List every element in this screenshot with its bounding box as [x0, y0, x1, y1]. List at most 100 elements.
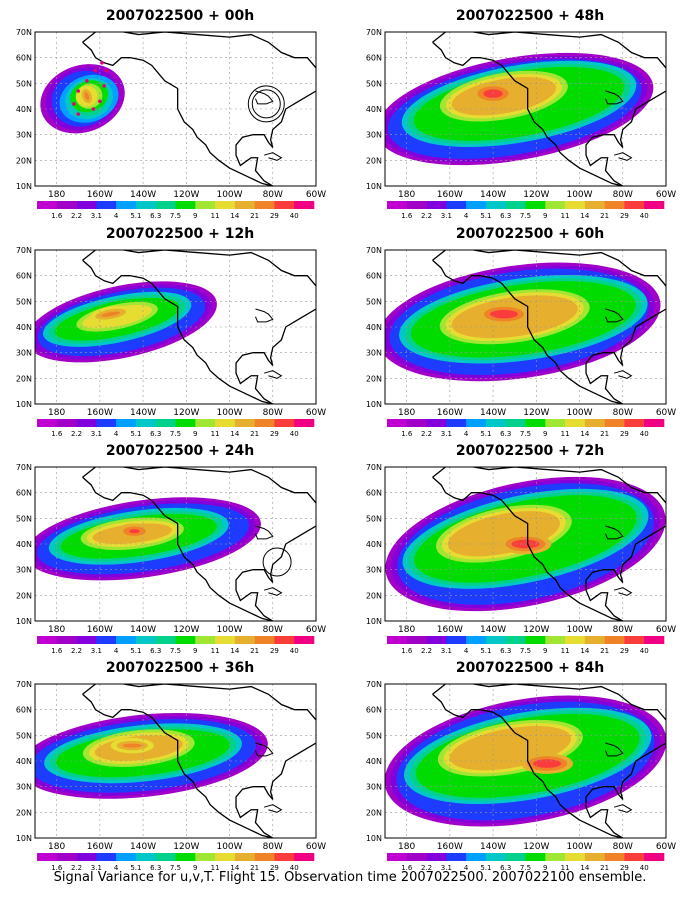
lat-tick-label: 40N — [16, 323, 32, 332]
observation-region-circle — [247, 85, 285, 123]
colorbar-label: 14 — [230, 647, 239, 655]
lat-tick-label: 50N — [366, 297, 382, 306]
colorbar-label: 29 — [620, 212, 629, 220]
colorbar-label: 3.1 — [441, 864, 452, 872]
colorbar-swatch — [426, 419, 447, 427]
lat-tick-label: 50N — [16, 514, 32, 523]
colorbar-label: 7.5 — [170, 647, 181, 655]
colorbar-swatch — [545, 853, 566, 861]
map-frame — [384, 683, 667, 839]
coastlines — [432, 684, 666, 838]
colorbar-label: 5.1 — [480, 864, 491, 872]
colorbar-swatch — [116, 853, 137, 861]
colorbar-label: 4 — [464, 430, 469, 438]
map-panel: 2007022500 + 00h 70N 60N 50N 40N 30N 20N 10N 180… — [10, 8, 350, 228]
map-panel: 2007022500 + 72h 70N 60N 50N 40N 30N 20N 10N 180… — [360, 443, 700, 663]
colorbar-swatch — [294, 419, 315, 427]
colorbar-swatch — [96, 419, 117, 427]
colorbar-label: 40 — [640, 212, 649, 220]
colorbar-swatch — [234, 636, 255, 644]
colorbar-swatch — [56, 201, 77, 209]
colorbar-swatch — [604, 636, 625, 644]
colorbar-label: 2.2 — [421, 212, 432, 220]
lat-tick-label: 20N — [366, 808, 382, 817]
lon-tick-label: 120W — [523, 842, 549, 852]
lat-tick-label: 20N — [16, 156, 32, 165]
lat-tick-label: 40N — [366, 105, 382, 114]
colorbar-label: 4 — [114, 430, 119, 438]
lon-tick-label: 120W — [173, 190, 199, 200]
colorbar-label: 40 — [640, 864, 649, 872]
colorbar-swatch — [466, 201, 487, 209]
lat-tick-label: 10N — [16, 834, 32, 843]
lat-tick-label: 60N — [16, 54, 32, 63]
colorbar-swatch — [215, 636, 236, 644]
panel-title: 2007022500 + 24h — [105, 443, 255, 459]
colorbar-label: 1.6 — [401, 864, 413, 872]
flight-track-point — [102, 84, 106, 88]
colorbar-swatch — [135, 853, 157, 861]
map-gridlines — [385, 32, 666, 186]
lat-tick-label: 30N — [366, 349, 382, 358]
lat-tick-label: 30N — [16, 566, 32, 575]
colorbar-swatch — [446, 853, 467, 861]
colorbar-label: 14 — [230, 212, 239, 220]
panel-title: 2007022500 + 84h — [455, 660, 605, 676]
lon-tick-label: 180 — [398, 408, 415, 418]
variance-contour — [101, 311, 121, 317]
colorbar-swatch — [135, 419, 157, 427]
lat-tick-label: 40N — [16, 540, 32, 549]
colorbar-label: 29 — [270, 864, 279, 872]
colorbar-swatch — [584, 201, 605, 209]
colorbar-label: 29 — [270, 430, 279, 438]
lat-tick-label: 40N — [366, 540, 382, 549]
lon-tick-label: 80W — [613, 842, 633, 852]
lat-tick-label: 40N — [16, 757, 32, 766]
colorbar-label: 14 — [580, 647, 589, 655]
lat-tick-label: 50N — [16, 79, 32, 88]
lon-tick-label: 80W — [613, 625, 633, 635]
map-frame — [34, 683, 317, 839]
coastlines — [432, 250, 666, 404]
lon-tick-label: 60W — [656, 842, 676, 852]
panel-title: 2007022500 + 00h — [105, 8, 255, 24]
colorbar-swatch — [426, 853, 447, 861]
map-plot: 70N 60N 50N 40N 30N 20N 10N 180 160W 140W 120W 100W… — [366, 28, 676, 220]
lat-tick-label: 10N — [16, 617, 32, 626]
colorbar-swatch — [485, 636, 507, 644]
lat-tick-label: 70N — [16, 28, 32, 37]
lat-tick-label: 10N — [366, 617, 382, 626]
lat-tick-label: 30N — [366, 566, 382, 575]
flight-track-point — [76, 112, 81, 116]
colorbar-label: 2.2 — [71, 430, 82, 438]
colorbar-label: 21 — [250, 430, 259, 438]
map-plot: 70N 60N 50N 40N 30N 20N 10N 180 160W 140W 120W 100W… — [16, 463, 326, 655]
lon-tick-label: 100W — [216, 842, 242, 852]
colorbar-label: 9 — [543, 212, 547, 220]
colorbar-swatch — [545, 201, 566, 209]
colorbar-label: 21 — [250, 864, 259, 872]
colorbar-label: 3.1 — [441, 212, 452, 220]
colorbar-label: 5.1 — [130, 212, 141, 220]
lon-tick-label: 60W — [656, 408, 676, 418]
colorbar-swatch — [155, 853, 176, 861]
lat-tick-label: 30N — [16, 783, 32, 792]
colorbar-swatch — [387, 853, 408, 861]
colorbar-swatch — [254, 853, 275, 861]
colorbar-swatch — [584, 419, 605, 427]
lon-tick-label: 100W — [566, 625, 592, 635]
colorbar-swatch — [215, 201, 236, 209]
colorbar-label: 11 — [211, 864, 220, 872]
lon-tick-label: 80W — [263, 190, 283, 200]
colorbar-label: 2.2 — [421, 647, 432, 655]
colorbar-swatch — [406, 201, 427, 209]
map-gridlines — [385, 467, 666, 621]
colorbar-swatch — [274, 419, 295, 427]
colorbar-label: 21 — [250, 212, 259, 220]
colorbar-swatch — [545, 636, 566, 644]
lat-tick-label: 50N — [366, 79, 382, 88]
lat-tick-label: 20N — [366, 156, 382, 165]
flight-track-point — [93, 68, 98, 73]
colorbar-swatch — [466, 419, 487, 427]
colorbar-label: 5.1 — [480, 430, 491, 438]
